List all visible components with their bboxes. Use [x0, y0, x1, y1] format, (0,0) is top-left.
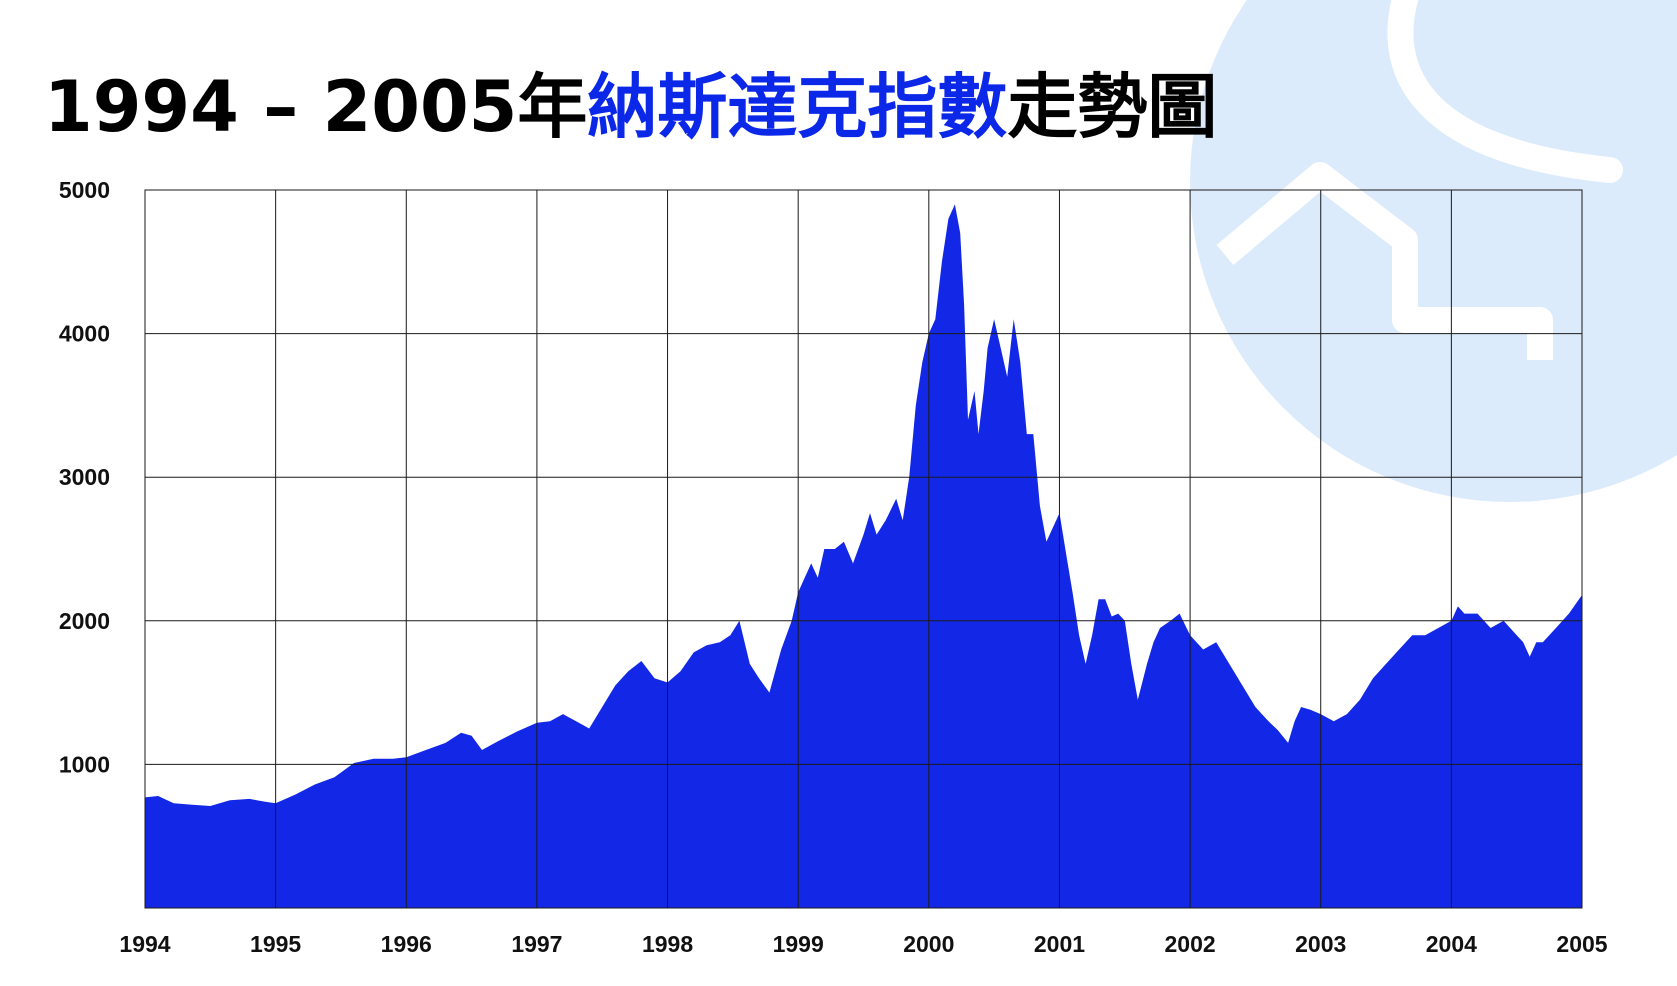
decor-curve	[1387, 0, 1623, 183]
x-tick-label: 2005	[1556, 931, 1607, 957]
grid-layer	[144, 189, 1583, 909]
series-area-0	[145, 204, 1582, 908]
title-index-name: 納斯達克指數	[587, 66, 1008, 148]
x-tick-label: 2002	[1165, 931, 1216, 957]
area-layer	[145, 204, 1582, 908]
y-axis-ticks: 1000 2000 3000 4000 5000	[59, 177, 110, 777]
x-tick-label: 1996	[381, 931, 432, 957]
decor-shape	[1216, 162, 1553, 360]
x-tick-label: 2004	[1426, 931, 1477, 957]
x-tick-label: 1997	[511, 931, 562, 957]
x-tick-label: 1998	[642, 931, 693, 957]
x-axis-ticks: 1994 1995 1996 1997 1998 1999 2000 2001 2002 2003…	[119, 931, 1607, 957]
x-tick-label: 1995	[250, 931, 301, 957]
decor-circle	[1190, 0, 1677, 502]
page-title: 1994 – 2005年納斯達克指數走勢圖	[44, 62, 1217, 152]
y-tick-label: 3000	[59, 464, 110, 490]
x-tick-label: 1994	[119, 931, 170, 957]
y-tick-label: 2000	[59, 608, 110, 634]
y-tick-label: 4000	[59, 321, 110, 347]
decor-bar	[1525, 22, 1677, 38]
y-tick-label: 1000	[59, 751, 110, 777]
y-tick-label: 5000	[59, 177, 110, 203]
title-suffix: 走勢圖	[1007, 66, 1218, 148]
x-tick-label: 2003	[1295, 931, 1346, 957]
x-tick-label: 2000	[903, 931, 954, 957]
x-tick-label: 2001	[1034, 931, 1085, 957]
title-years: 1994 – 2005年	[44, 66, 588, 148]
x-tick-label: 1999	[773, 931, 824, 957]
